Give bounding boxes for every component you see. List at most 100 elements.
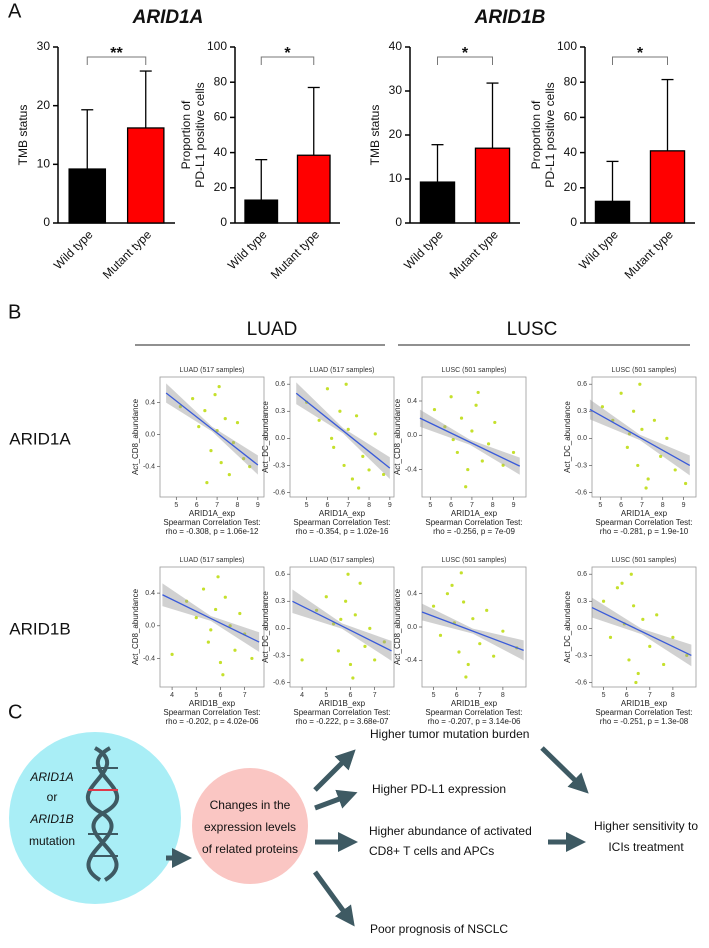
- x-tick-label: Wild type: [51, 227, 96, 272]
- significance: **: [110, 45, 123, 62]
- y-tick-label: 0.0: [407, 432, 417, 439]
- test-name: Spearman Correlation Test:: [425, 708, 522, 717]
- y-axis-label: TMB status: [368, 105, 382, 166]
- y-tick-label: 60: [214, 110, 228, 124]
- mutation-text: mutation: [29, 834, 75, 848]
- point: [627, 432, 632, 436]
- plot-frame: [289, 376, 395, 498]
- y-tick-label: 0: [570, 215, 577, 229]
- x-tick-label: 5: [174, 502, 178, 509]
- point: [665, 436, 669, 440]
- y-axis-label: Act_DC_abundance: [261, 401, 270, 473]
- test-stat: rho = -0.354, p = 1.02e-16: [296, 527, 390, 536]
- point: [640, 427, 644, 431]
- point: [476, 390, 480, 395]
- point: [373, 658, 377, 662]
- row-label: ARID1A: [9, 429, 71, 448]
- point: [218, 660, 223, 665]
- y-tick-label: 20: [37, 98, 51, 112]
- point: [470, 429, 474, 433]
- point: [451, 437, 455, 442]
- point: [462, 600, 466, 604]
- x-tick-label: Mutant type: [447, 227, 501, 281]
- y-tick-label: 0.3: [275, 598, 285, 605]
- y-tick-label: 40: [389, 39, 403, 53]
- y-tick-label: 0.0: [145, 431, 155, 438]
- point: [646, 477, 650, 481]
- point: [457, 650, 461, 654]
- changes-circle: [192, 768, 308, 884]
- panel-label: A: [8, 0, 22, 22]
- point: [511, 450, 516, 455]
- point: [501, 629, 505, 633]
- y-tick-label: 0.0: [577, 435, 587, 442]
- x-tick-label: 6: [619, 502, 623, 509]
- point: [619, 391, 623, 395]
- y-axis-label: Act_CD8_abundance: [131, 588, 140, 665]
- point: [223, 417, 227, 421]
- bar: [126, 127, 165, 224]
- plot-title: LUAD (517 samples): [180, 367, 245, 374]
- x-axis-label: ARID1B_exp: [189, 699, 236, 708]
- point: [217, 385, 221, 389]
- bar: [474, 147, 511, 224]
- point: [625, 445, 629, 449]
- test-stat: rho = -0.256, p = 7e-09: [433, 527, 515, 536]
- x-tick-label: 5: [428, 502, 432, 509]
- point: [250, 656, 254, 661]
- plot-title: LUAD (517 samples): [310, 557, 375, 564]
- point: [231, 441, 236, 445]
- point: [671, 635, 675, 639]
- x-tick-label: 7: [373, 692, 377, 699]
- x-tick-label: 6: [219, 692, 223, 699]
- point: [501, 463, 505, 467]
- significance-bracket: [437, 56, 493, 65]
- point: [464, 675, 468, 679]
- y-axis-label: Act_CD8_abundance: [131, 398, 140, 475]
- significance-bracket: [86, 56, 147, 65]
- point: [601, 599, 606, 603]
- y-axis-label: Proportion of: [529, 100, 543, 169]
- changes-text: Changes in the: [210, 798, 291, 812]
- plot-frame: [159, 376, 265, 498]
- point: [350, 477, 354, 481]
- point: [315, 608, 319, 612]
- point: [354, 414, 359, 418]
- point: [632, 409, 636, 413]
- fit-line: [591, 607, 692, 657]
- y-tick-label: 0.0: [407, 624, 417, 631]
- point: [248, 465, 252, 469]
- point: [652, 418, 657, 422]
- y-tick-label: -0.4: [405, 657, 417, 664]
- point: [662, 662, 666, 667]
- bar: [594, 200, 631, 224]
- point: [493, 420, 497, 425]
- x-tick-label: 9: [256, 502, 260, 509]
- x-tick-label: 4: [300, 692, 304, 699]
- point: [600, 405, 605, 409]
- test-name: Spearman Correlation Test:: [163, 708, 260, 717]
- point: [213, 393, 217, 397]
- confidence-band: [292, 589, 392, 661]
- point: [209, 628, 213, 632]
- bar: [296, 154, 331, 224]
- point: [344, 599, 348, 603]
- x-tick-label: 6: [625, 692, 629, 699]
- x-tick-label: 7: [648, 692, 652, 699]
- bar: [649, 150, 686, 224]
- point: [235, 421, 240, 425]
- test-stat: rho = -0.251, p = 1.3e-08: [600, 717, 689, 726]
- point: [608, 635, 613, 639]
- point: [634, 680, 638, 685]
- fit-line: [162, 594, 260, 643]
- point: [367, 468, 371, 472]
- fit-line: [292, 600, 392, 652]
- panel-label: C: [8, 701, 22, 723]
- outcome-text: Higher abundance of activated: [369, 824, 532, 838]
- point: [466, 662, 470, 667]
- test-name: Spearman Correlation Test:: [425, 518, 522, 527]
- bar: [68, 168, 107, 224]
- x-tick-label: Wild type: [401, 227, 446, 272]
- y-tick-label: 0.6: [577, 571, 587, 578]
